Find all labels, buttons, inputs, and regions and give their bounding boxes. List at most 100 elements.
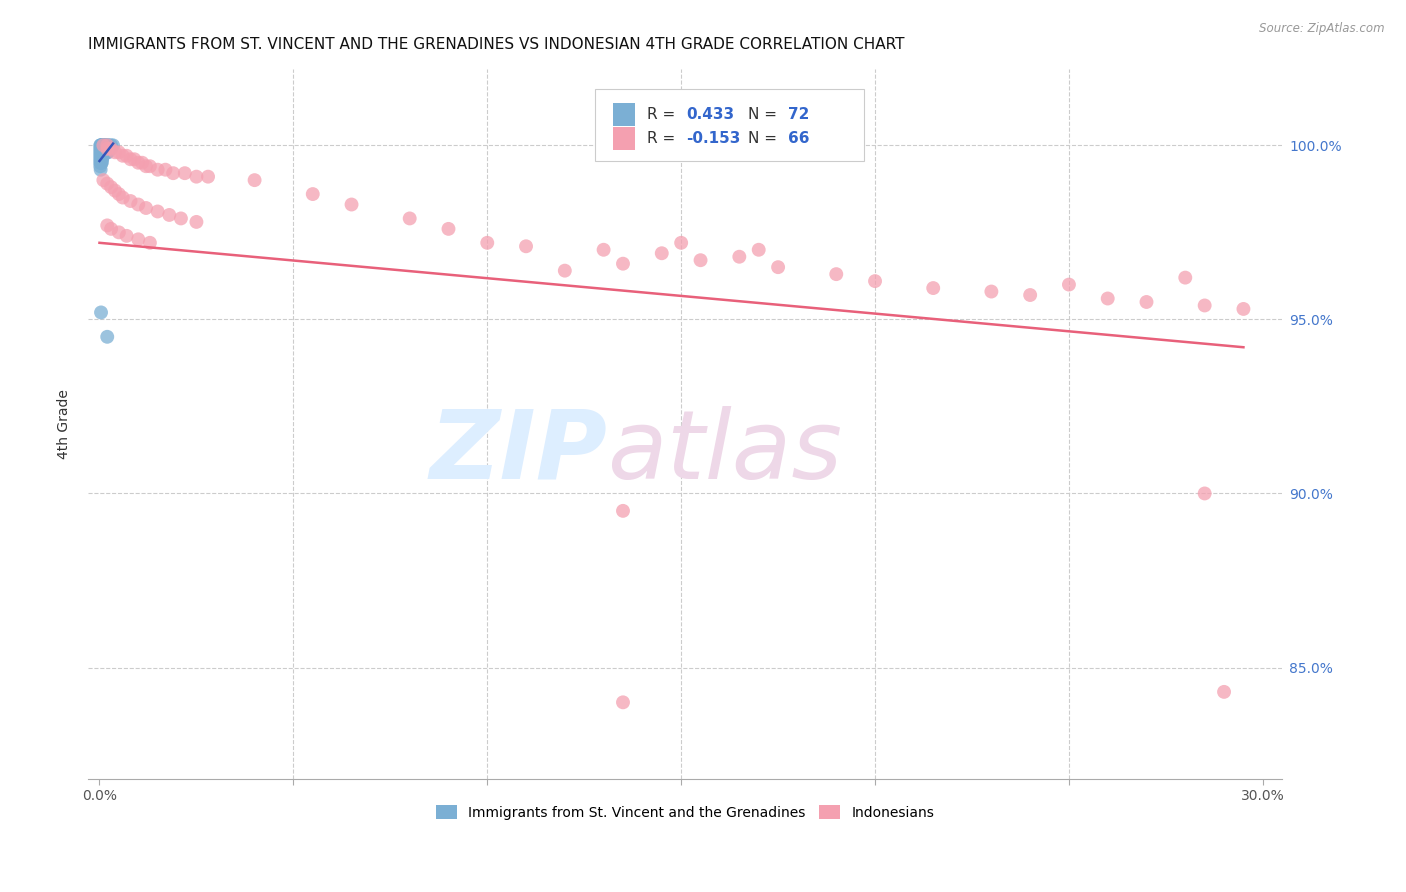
Point: [100, 222, 122, 236]
Text: ZIP: ZIP: [429, 406, 607, 499]
Point: [120, 153, 142, 167]
Point: [115, 149, 138, 163]
Point: [89, 142, 111, 156]
Point: [90, 153, 112, 167]
Point: [93, 138, 115, 153]
Point: [90, 155, 112, 169]
Point: [1194, 486, 1216, 500]
Point: [90, 149, 112, 163]
Point: [90, 153, 112, 167]
Point: [96, 142, 118, 156]
Point: [111, 149, 134, 163]
Point: [197, 169, 219, 184]
Point: [90, 305, 112, 319]
Point: [96, 177, 118, 191]
Point: [89, 149, 111, 163]
Point: [108, 145, 131, 160]
Point: [1135, 295, 1157, 310]
Point: [90, 142, 112, 156]
Point: [127, 197, 149, 211]
Point: [94, 145, 117, 160]
Point: [651, 246, 673, 260]
Point: [89, 159, 111, 173]
Point: [90, 142, 112, 156]
Point: [766, 260, 789, 275]
Point: [90, 155, 112, 169]
Point: [1097, 292, 1119, 306]
Point: [91, 145, 114, 160]
Point: [96, 330, 118, 344]
Text: IMMIGRANTS FROM ST. VINCENT AND THE GRENADINES VS INDONESIAN 4TH GRADE CORRELATI: IMMIGRANTS FROM ST. VINCENT AND THE GREN…: [87, 37, 904, 53]
Text: R =: R =: [647, 131, 681, 146]
Point: [186, 215, 208, 229]
Point: [243, 173, 266, 187]
Y-axis label: 4th Grade: 4th Grade: [58, 389, 72, 458]
Point: [669, 235, 692, 250]
Point: [91, 138, 114, 153]
Point: [91, 145, 114, 160]
Point: [1232, 301, 1254, 316]
Point: [97, 138, 120, 153]
Point: [173, 166, 195, 180]
Text: 0.433: 0.433: [686, 107, 734, 122]
Point: [155, 162, 177, 177]
Point: [146, 162, 169, 177]
Point: [186, 169, 208, 184]
Point: [96, 145, 118, 160]
Point: [93, 145, 115, 160]
Legend: Immigrants from St. Vincent and the Grenadines, Indonesians: Immigrants from St. Vincent and the Gren…: [430, 799, 939, 825]
Point: [90, 145, 112, 160]
Text: N =: N =: [748, 107, 782, 122]
Point: [108, 187, 131, 202]
Point: [170, 211, 193, 226]
Text: 66: 66: [787, 131, 810, 146]
Point: [1057, 277, 1080, 292]
Point: [90, 142, 112, 156]
Point: [100, 138, 122, 153]
Point: [90, 149, 112, 163]
Point: [728, 250, 751, 264]
Point: [96, 138, 118, 153]
Point: [135, 201, 157, 215]
Point: [89, 155, 111, 169]
Point: [96, 219, 118, 233]
Point: [90, 138, 112, 153]
Point: [100, 142, 122, 156]
Text: -0.153: -0.153: [686, 131, 741, 146]
Point: [90, 155, 112, 169]
Point: [94, 145, 117, 160]
Point: [93, 138, 115, 153]
Point: [157, 208, 180, 222]
Point: [90, 145, 112, 160]
Point: [104, 145, 127, 160]
Point: [146, 204, 169, 219]
Point: [127, 232, 149, 246]
Point: [89, 145, 111, 160]
Point: [115, 228, 138, 243]
Point: [1174, 270, 1197, 285]
Point: [477, 235, 499, 250]
Point: [90, 153, 112, 167]
Point: [94, 142, 117, 156]
Point: [104, 184, 127, 198]
Point: [301, 187, 323, 202]
Point: [94, 142, 117, 156]
Point: [139, 159, 162, 173]
Text: atlas: atlas: [607, 406, 842, 499]
Text: N =: N =: [748, 131, 782, 146]
Point: [90, 145, 112, 160]
Point: [96, 138, 118, 153]
Point: [89, 153, 111, 167]
Point: [162, 166, 184, 180]
Point: [91, 142, 114, 156]
FancyBboxPatch shape: [596, 88, 865, 161]
Text: Source: ZipAtlas.com: Source: ZipAtlas.com: [1260, 22, 1385, 36]
Point: [93, 138, 115, 153]
Point: [111, 190, 134, 204]
Point: [90, 153, 112, 167]
Point: [90, 138, 112, 153]
Point: [90, 149, 112, 163]
Point: [96, 138, 118, 153]
Point: [93, 142, 115, 156]
Point: [612, 504, 634, 518]
